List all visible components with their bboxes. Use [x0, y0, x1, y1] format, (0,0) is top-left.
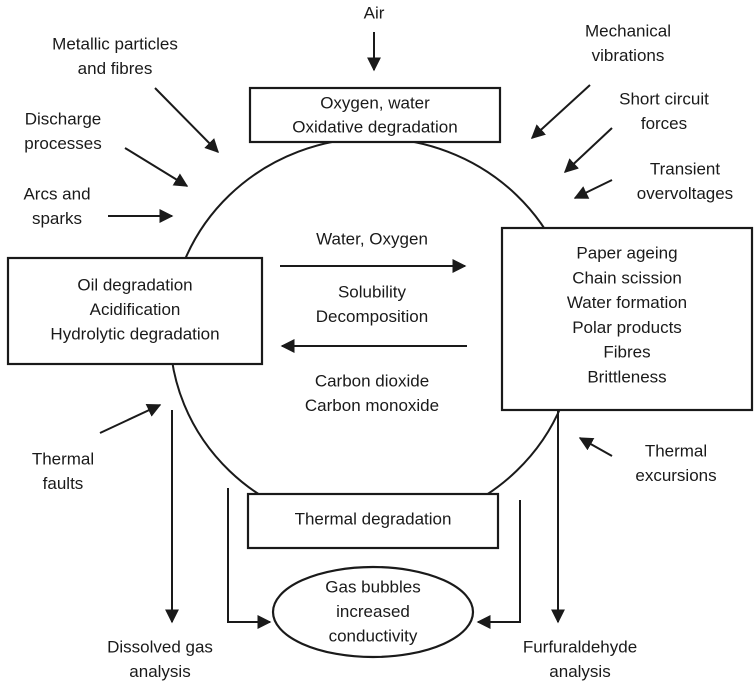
output-label: analysis: [549, 662, 610, 681]
top-box: [248, 86, 502, 144]
influence-label: overvoltages: [637, 184, 733, 203]
box-text: Oxidative degradation: [292, 117, 457, 136]
influence-label: Arcs and: [23, 184, 90, 203]
influence-label: Transient: [650, 159, 721, 178]
box-text: Thermal degradation: [295, 509, 452, 528]
result-ellipse: [271, 565, 475, 659]
box-text: Fibres: [603, 343, 650, 362]
ellipse-text: Gas bubbles: [325, 577, 420, 596]
output-label: Furfuraldehyde: [523, 637, 637, 656]
left-box: [6, 256, 264, 366]
influence-label: faults: [43, 474, 84, 493]
influence-label: Metallic particles: [52, 34, 178, 53]
flow-label: Solubility: [338, 282, 407, 301]
output-label: Dissolved gas: [107, 637, 213, 656]
influence-label: Air: [364, 3, 385, 22]
box-text: Chain scission: [572, 268, 682, 287]
box-text: Oil degradation: [77, 275, 192, 294]
box-text: Oxygen, water: [320, 93, 430, 112]
influence-label: processes: [24, 134, 101, 153]
right-box: [500, 226, 754, 412]
flow-label: Carbon dioxide: [315, 371, 429, 390]
flow-label: Carbon monoxide: [305, 396, 439, 415]
influence-label: Thermal: [32, 449, 94, 468]
box-text: Polar products: [572, 318, 682, 337]
influence-label: forces: [641, 114, 687, 133]
influence-label: Thermal: [645, 441, 707, 460]
box-text: Acidification: [90, 300, 181, 319]
influence-label: Short circuit: [619, 89, 709, 108]
flow-label: Water, Oxygen: [316, 229, 428, 248]
box-text: Paper ageing: [576, 243, 677, 262]
influence-label: Discharge: [25, 109, 102, 128]
influence-label: vibrations: [592, 46, 665, 65]
influence-label: Mechanical: [585, 21, 671, 40]
box-text: Water formation: [567, 293, 687, 312]
influence-label: excursions: [635, 466, 716, 485]
influence-label: sparks: [32, 209, 82, 228]
arrows: [99, 32, 613, 629]
output-label: analysis: [129, 662, 190, 681]
box-text: Brittleness: [587, 367, 666, 386]
influence-label: and fibres: [78, 59, 153, 78]
bottom-box: [246, 492, 500, 550]
flow-label: Decomposition: [316, 307, 428, 326]
ellipse-text: increased: [336, 602, 410, 621]
box-text: Hydrolytic degradation: [50, 324, 219, 343]
ellipse-text: conductivity: [329, 626, 418, 645]
